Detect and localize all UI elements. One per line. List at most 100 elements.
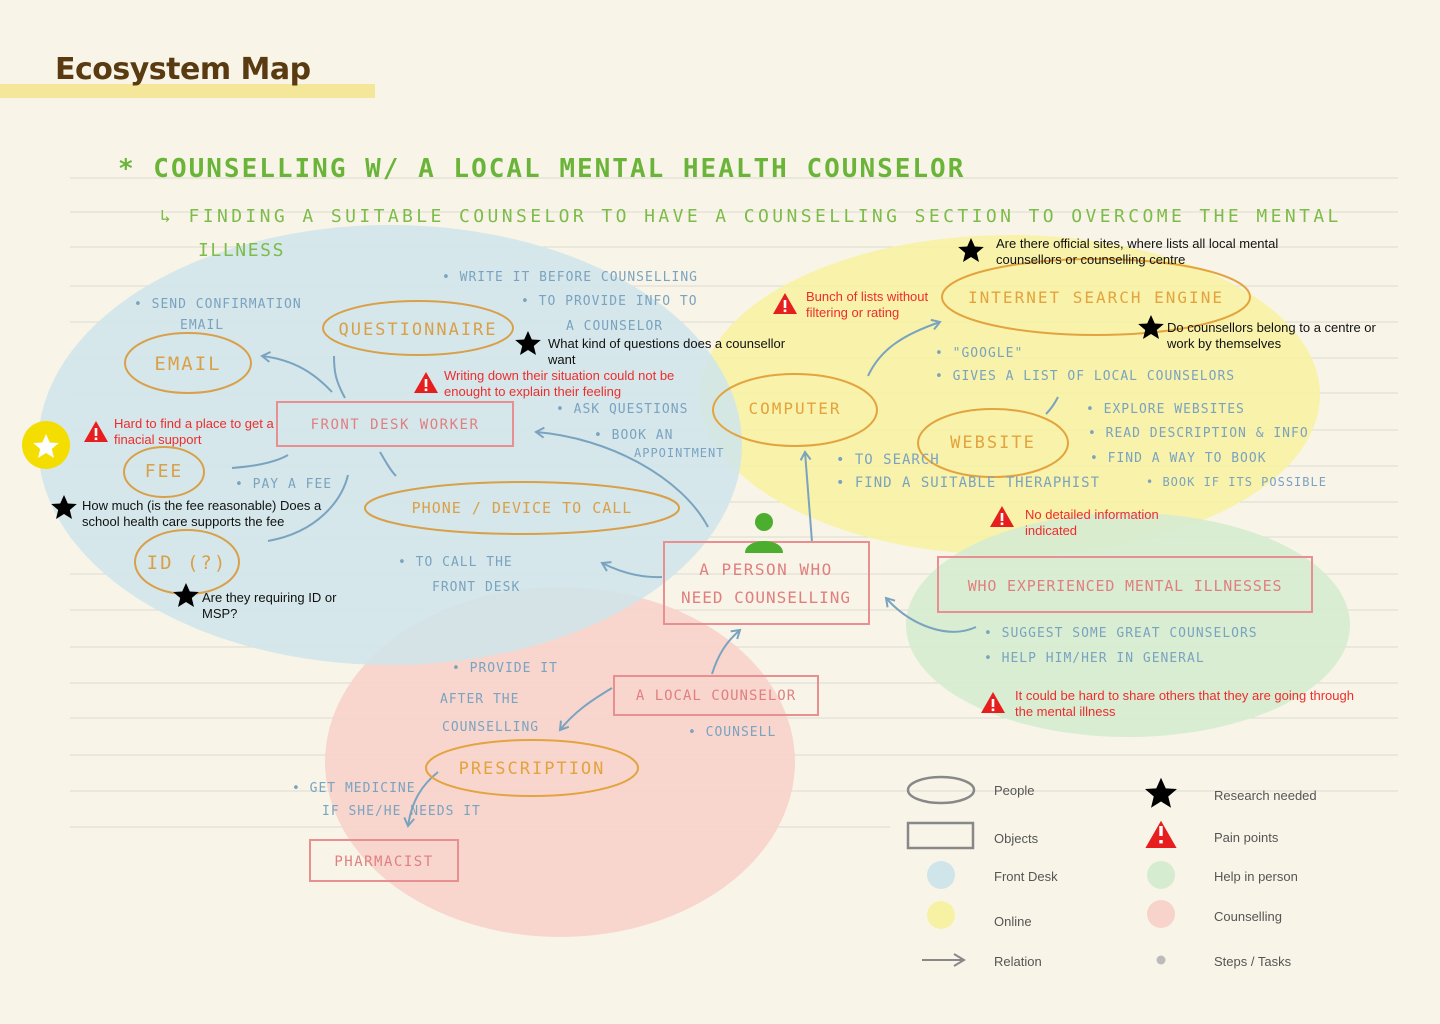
step-counselling: COUNSELLING [442,720,539,735]
step-write-before: • WRITE IT BEFORE COUNSELLING [442,270,698,285]
legend: People Objects Front Desk Online Relatio… [906,775,1317,969]
svg-text:ID (?): ID (?) [147,552,228,574]
research-note-official-sites: Are there official sites, where lists al… [958,236,1278,267]
step-provide-it: • PROVIDE IT [452,661,558,676]
research-note-fee: How much (is the fee reasonable) Does a … [51,495,321,529]
step-read: • READ DESCRIPTION & INFO [1088,426,1309,441]
arrow-person-to-phone [600,561,663,579]
svg-text:FRONT DESK WORKER: FRONT DESK WORKER [311,417,480,433]
step-pay-fee: • PAY A FEE [235,477,332,492]
relation-arrows [231,318,1059,828]
legend-relation: Relation [922,953,1042,969]
arrow-experienced-to-person [884,596,977,633]
legend-counselling: Counselling [1147,900,1282,928]
map-subheading-line2: ILLNESS [198,240,285,261]
person-email: EMAIL [124,332,252,394]
pain-note-share: It could be hard to share others that th… [981,688,1354,719]
person-internet-search-engine: INTERNET SEARCH ENGINE [941,258,1251,336]
highlight-star-badge [22,421,70,469]
arrow-person-to-computer [799,450,813,543]
pain-note-financial: Hard to find a place to get a finacial s… [84,416,274,447]
svg-text:WEBSITE: WEBSITE [950,433,1036,453]
object-front-desk-worker: FRONT DESK WORKER [276,401,514,447]
arrow-frontdesk-to-phone [379,451,397,477]
step-gives-list: • GIVES A LIST OF LOCAL COUNSELORS [935,369,1235,384]
step-book-an: • BOOK AN [594,428,673,443]
svg-text:Objects: Objects [994,831,1039,846]
step-google: • "GOOGLE" [935,346,1023,361]
legend-objects: Objects [906,821,1039,850]
svg-text:INTERNET SEARCH ENGINE: INTERNET SEARCH ENGINE [968,288,1224,307]
svg-text:PHONE / DEVICE TO CALL: PHONE / DEVICE TO CALL [412,499,633,517]
map-heading: * COUNSELLING W/ A LOCAL MENTAL HEALTH C… [118,154,965,184]
object-who-experienced-mental-illnesses: WHO EXPERIENCED MENTAL ILLNESSES [937,556,1313,613]
research-note-centre: Do counsellors belong to a centre or wor… [1138,315,1376,351]
object-pharmacist: PHARMACIST [309,839,459,882]
research-note-id: Are they requiring ID or MSP? [173,583,336,621]
svg-text:WHO EXPERIENCED MENTAL ILLNESS: WHO EXPERIENCED MENTAL ILLNESSES [968,577,1283,595]
svg-text:Front Desk: Front Desk [994,869,1058,884]
step-send-confirmation-2: EMAIL [180,318,224,333]
svg-text:PHARMACIST: PHARMACIST [334,854,433,870]
step-after-the: AFTER THE [440,692,519,707]
svg-text:Pain points: Pain points [1214,830,1279,845]
legend-pain-points: Pain points [1145,820,1279,848]
svg-text:NEED COUNSELLING: NEED COUNSELLING [681,588,851,607]
svg-text:want: want [547,352,576,367]
step-to-call: • TO CALL THE [398,555,513,570]
zone-help-in-person [906,513,1350,737]
person-prescription: PRESCRIPTION [425,739,639,797]
step-ask-questions: • ASK QUESTIONS [556,402,688,417]
step-counsell: • COUNSELL [688,725,776,740]
arrow-internet-to-website [1045,396,1059,415]
arrow-computer-to-internet [867,318,942,377]
svg-text:Relation: Relation [994,954,1042,969]
svg-text:A PERSON WHO: A PERSON WHO [699,560,833,579]
research-note-questions: What kind of questions does a counsellor [515,331,786,355]
zone-counselling [325,587,795,937]
zone-online [700,235,1320,555]
person-questionnaire: QUESTIONNAIRE [322,300,514,356]
svg-text:Counselling: Counselling [1214,909,1282,924]
title-underline [0,84,375,98]
legend-help-in-person: Help in person [1147,861,1298,889]
step-suggest: • SUGGEST SOME GREAT COUNSELORS [984,626,1258,641]
svg-text:What kind of questions does a: What kind of questions does a counsellor [548,336,786,351]
arrow-person-to-frontdesk [534,426,709,528]
arrow-fee-to-id [267,474,349,542]
legend-people: People [906,775,1034,805]
arrow-frontdesk-to-questionnaire [333,355,346,399]
svg-text:Steps / Tasks: Steps / Tasks [1214,954,1292,969]
research-note-questions-wrap: want [547,352,576,367]
svg-text:People: People [994,783,1034,798]
arrow-prescription-to-pharmacist [403,771,439,828]
svg-text:Research needed: Research needed [1214,788,1317,803]
arrow-counselor-to-person [711,628,742,675]
step-appointment: APPOINTMENT [634,446,724,460]
pain-note-detailed: No detailed information indicated [990,506,1159,538]
person-website: WEBSITE [917,408,1069,478]
step-to-search: • TO SEARCH [836,452,940,468]
svg-text:PRESCRIPTION: PRESCRIPTION [459,759,606,779]
legend-online: Online [927,901,1032,929]
arrow-frontdesk-to-email [260,351,333,393]
step-front-desk: FRONT DESK [432,580,520,595]
object-person-need-counselling: A PERSON WHO NEED COUNSELLING [663,541,870,625]
arrow-frontdesk-to-fee [231,454,289,469]
step-provide-info: • TO PROVIDE INFO TO [521,294,698,309]
map-subheading-line1: ↳ FINDING A SUITABLE COUNSELOR TO HAVE A… [160,206,1340,227]
person-phone: PHONE / DEVICE TO CALL [364,481,680,535]
arrow-counselor-to-prescription [558,687,613,732]
step-if-needs: IF SHE/HE NEEDS IT [322,804,481,819]
object-local-counselor: A LOCAL COUNSELOR [613,675,819,716]
pain-note-lists: Bunch of lists without filtering or rati… [773,289,928,320]
legend-research-needed: Research needed [1145,777,1317,808]
step-find-therapist: • FIND A SUITABLE THERAPHIST [836,475,1100,491]
pain-note-writing: Writing down their situation could not b… [414,368,674,399]
svg-text:Help in person: Help in person [1214,869,1298,884]
step-to-counselor: A COUNSELOR [566,319,663,334]
steps-tasks: • SEND CONFIRMATION EMAIL • WRITE IT BEF… [134,270,1326,819]
svg-text:QUESTIONNAIRE: QUESTIONNAIRE [338,320,497,340]
svg-text:FEE: FEE [145,461,184,482]
